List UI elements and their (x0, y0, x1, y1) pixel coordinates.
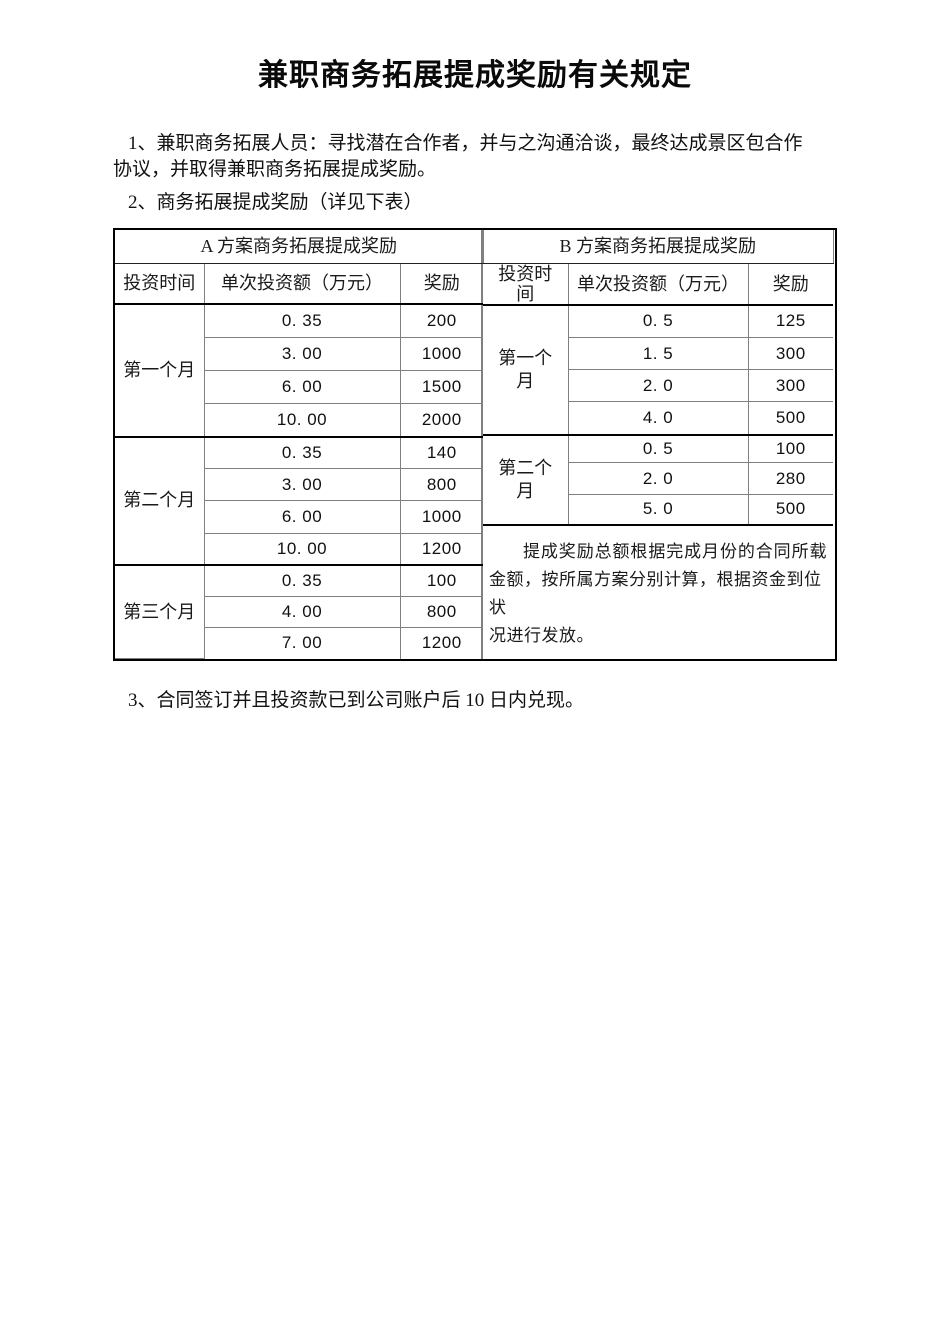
plan-a-section: A 方案商务拓展提成奖励 投资时间 单次投资额（万元） 奖励 第一个月 0. 3… (115, 230, 484, 660)
investment-cell: 1. 5 (568, 337, 749, 370)
reward-cell: 280 (748, 462, 833, 495)
plan-a-header-time: 投资时间 (115, 263, 205, 306)
investment-cell: 0. 35 (204, 304, 401, 338)
note-line-3: 况进行发放。 (489, 625, 594, 645)
investment-cell: 10. 00 (204, 403, 401, 438)
reward-cell: 300 (748, 337, 833, 370)
investment-cell: 0. 35 (204, 435, 401, 470)
note-line-1: 提成奖励总额根据完成月份的合同所载 (523, 541, 827, 561)
investment-cell: 3. 00 (204, 337, 401, 371)
paragraph-3: 3、合同签订并且投资款已到公司账户后 10 日内兑现。 (128, 690, 585, 711)
reward-cell: 500 (748, 401, 833, 435)
plan-b-header-time: 投资时间 (483, 263, 569, 306)
reward-cell: 100 (748, 433, 833, 463)
page-title: 兼职商务拓展提成奖励有关规定 (258, 59, 692, 92)
plan-a-title: A 方案商务拓展提成奖励 (115, 230, 484, 264)
plan-a-month-3: 第三个月 (115, 564, 205, 660)
investment-cell: 2. 0 (568, 462, 749, 495)
investment-cell: 0. 35 (204, 564, 401, 597)
plan-a-month-1: 第一个月 (115, 304, 205, 438)
reward-cell: 800 (400, 596, 483, 628)
plan-b-header-reward: 奖励 (748, 263, 833, 306)
plan-a-table: A 方案商务拓展提成奖励 投资时间 单次投资额（万元） 奖励 第一个月 0. 3… (115, 230, 484, 660)
investment-cell: 2. 0 (568, 369, 749, 402)
investment-cell: 10. 00 (204, 533, 401, 566)
plan-a-header-amount: 单次投资额（万元） (204, 263, 401, 306)
plan-b-title: B 方案商务拓展提成奖励 (483, 230, 834, 264)
reward-cell: 1000 (400, 500, 483, 534)
reward-cell: 1500 (400, 370, 483, 405)
reward-cell: 1200 (400, 533, 483, 566)
note-line-2: 金额，按所属方案分别计算，根据资金到位状 (489, 569, 822, 617)
plan-b-month-1: 第一个月 (483, 304, 569, 435)
reward-cell: 1200 (421, 633, 462, 653)
commission-table: A 方案商务拓展提成奖励 投资时间 单次投资额（万元） 奖励 第一个月 0. 3… (113, 228, 837, 661)
commission-note: 提成奖励总额根据完成月份的合同所载 金额，按所属方案分别计算，根据资金到位状 况… (483, 523, 833, 659)
reward-cell: 200 (400, 304, 483, 338)
paragraph-2: 2、商务拓展提成奖励（详见下表） (128, 192, 423, 213)
paragraph-1: 1、兼职商务拓展人员：寻找潜在合作者，并与之沟通洽谈，最终达成景区包合作 协议，… (113, 131, 837, 183)
reward-cell: 140 (400, 435, 483, 470)
reward-cell: 500 (748, 494, 833, 525)
investment-cell: 3. 00 (204, 468, 401, 502)
investment-cell: 5. 0 (568, 494, 749, 525)
paragraph-1-line-1: 1、兼职商务拓展人员：寻找潜在合作者，并与之沟通洽谈，最终达成景区包合作 (128, 133, 803, 154)
reward-cell: 125 (748, 304, 833, 338)
investment-cell: 4. 00 (204, 596, 401, 628)
plan-b-section: B 方案商务拓展提成奖励 投资时间 单次投资额（万元） 奖励 第一个月 0. 5… (483, 230, 834, 659)
reward-cell: 2000 (400, 403, 483, 438)
investment-cell: 7. 00 (204, 627, 401, 659)
investment-cell: 0. 5 (568, 433, 749, 463)
plan-a-month-2: 第二个月 (115, 435, 205, 566)
reward-cell: 800 (400, 468, 483, 502)
reward-cell: 100 (400, 564, 483, 597)
plan-b-table: B 方案商务拓展提成奖励 投资时间 单次投资额（万元） 奖励 第一个月 0. 5… (483, 230, 834, 659)
investment-cell: 0. 5 (568, 304, 749, 338)
reward-cell: 300 (748, 369, 833, 402)
investment-cell: 4. 0 (568, 401, 749, 435)
plan-a-header-reward: 奖励 (400, 263, 483, 306)
investment-cell: 6. 00 (204, 370, 401, 405)
plan-b-header-amount: 单次投资额（万元） (568, 263, 749, 306)
plan-b-month-2: 第二个月 (483, 433, 569, 525)
investment-cell: 6. 00 (204, 500, 401, 534)
reward-cell: 1000 (400, 337, 483, 371)
paragraph-1-line-2: 协议，并取得兼职商务拓展提成奖励。 (113, 159, 437, 180)
